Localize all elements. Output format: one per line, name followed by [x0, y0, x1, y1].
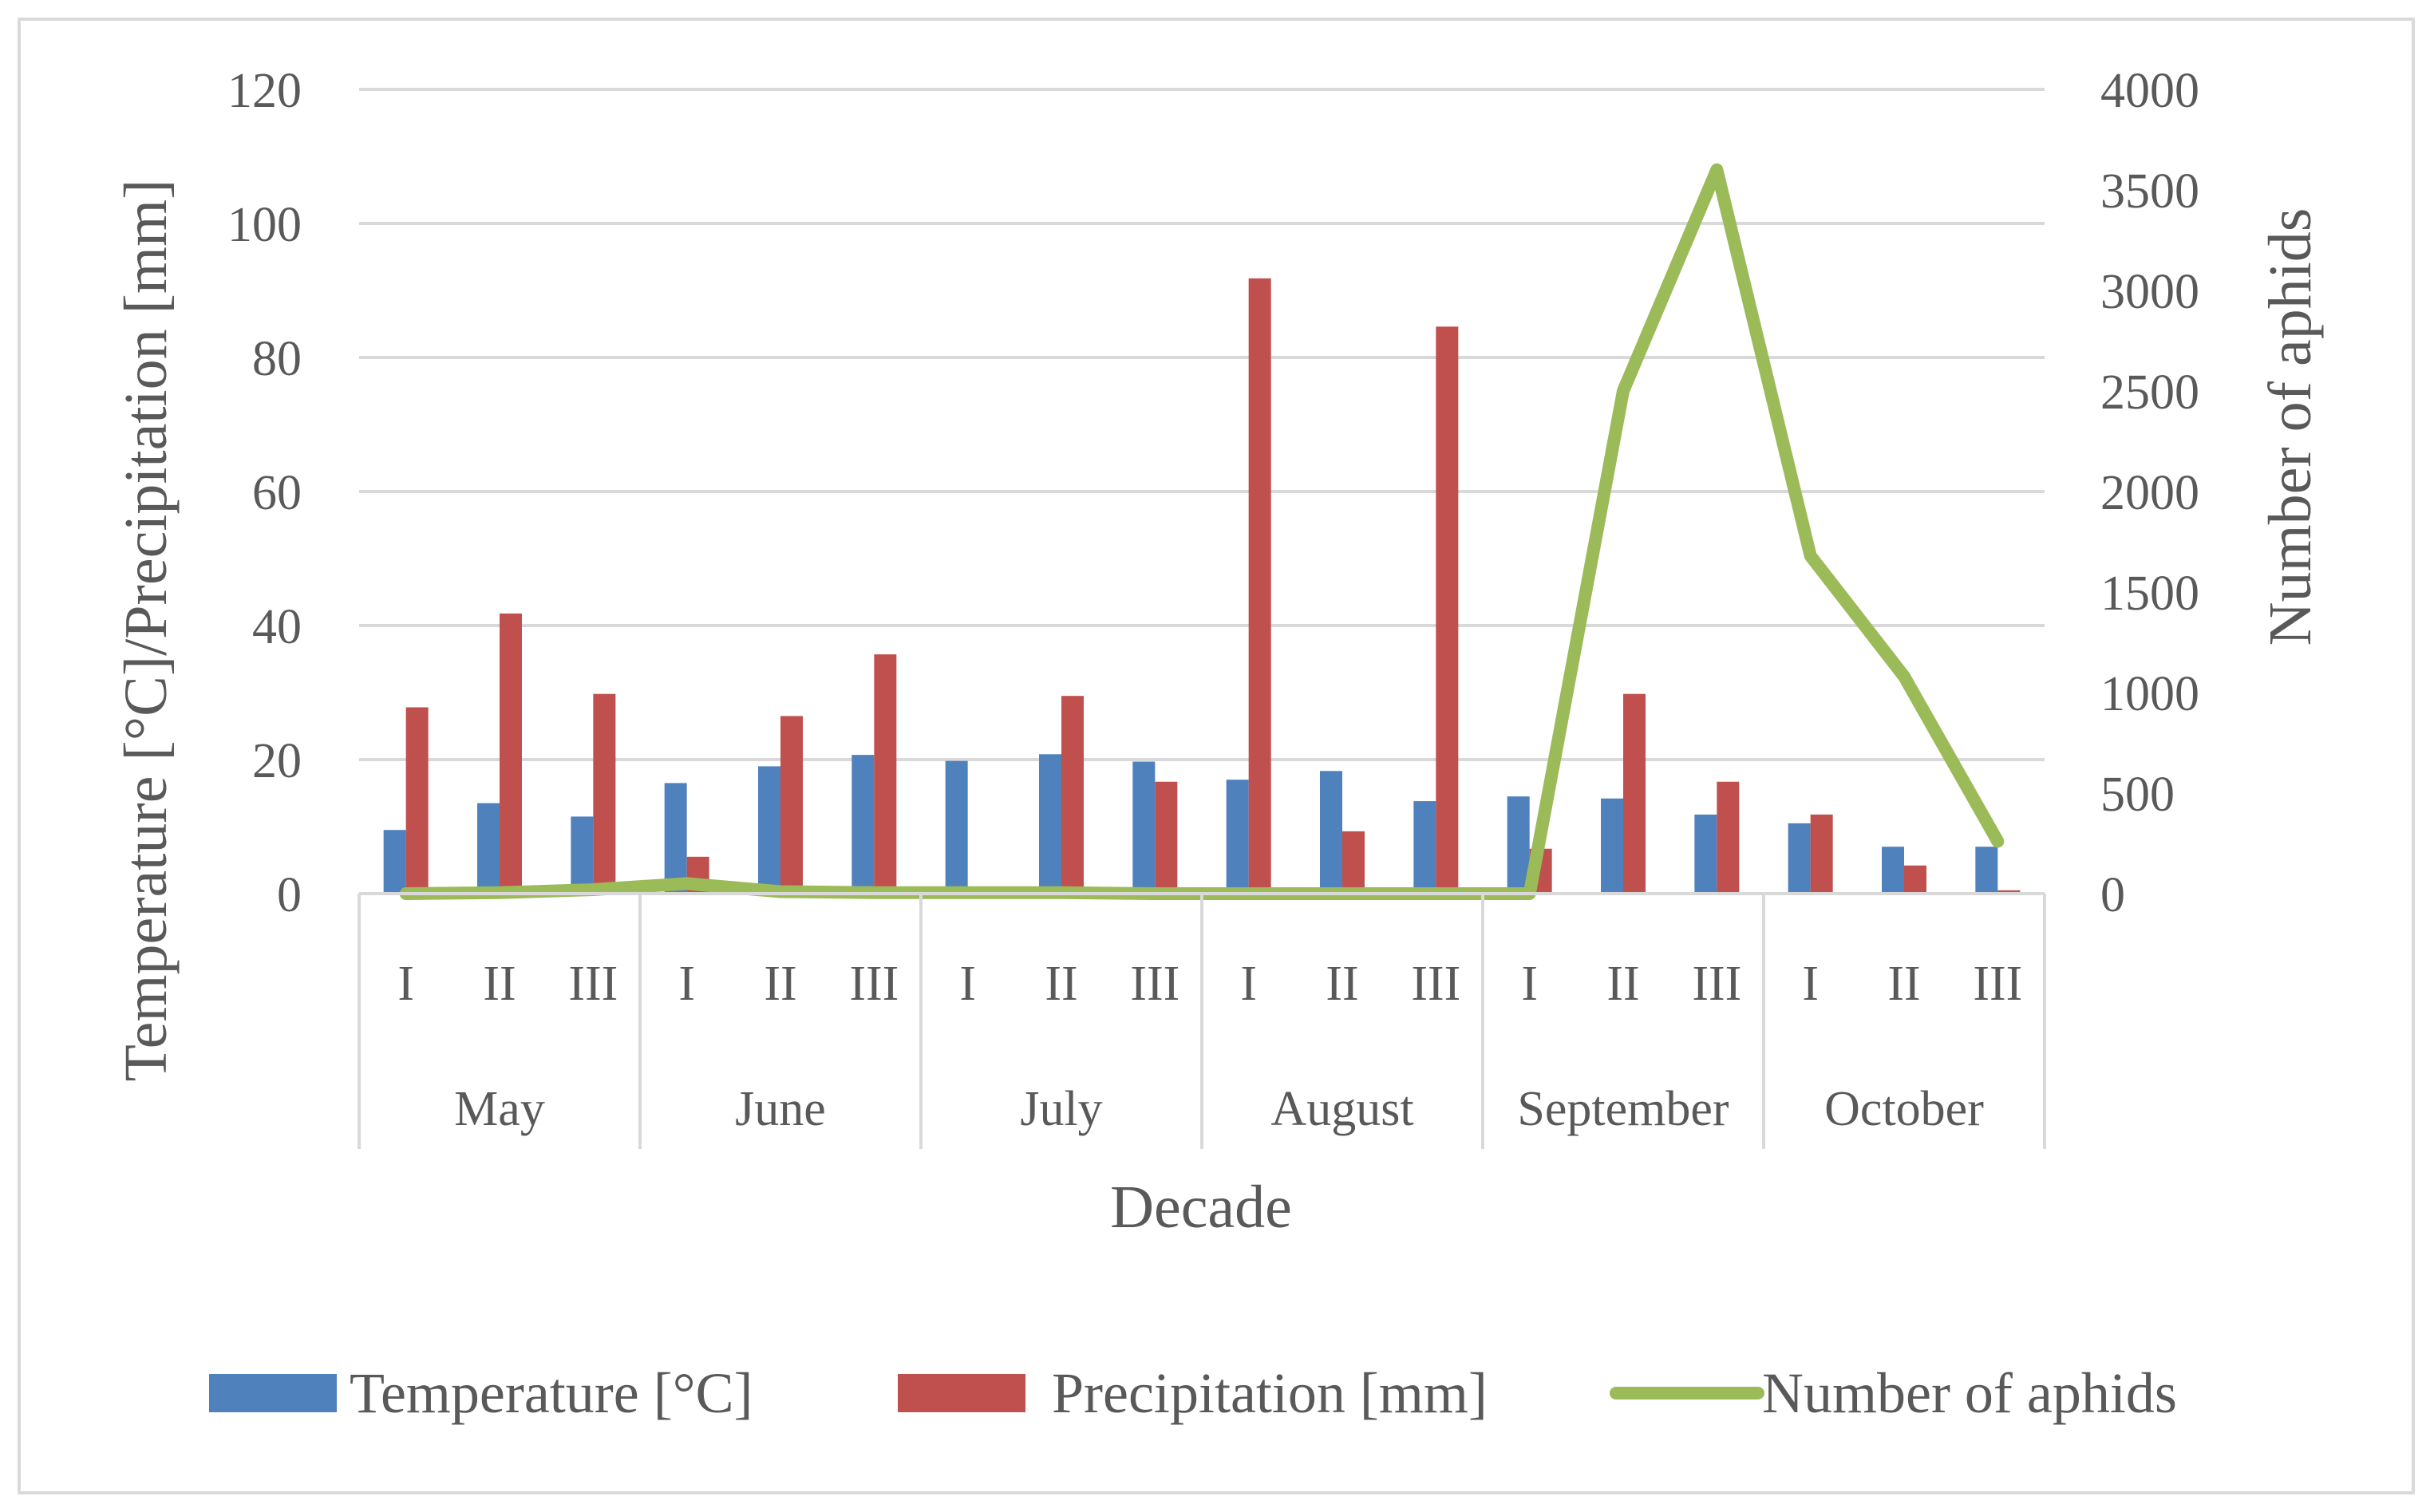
x-group-label: September	[1517, 1082, 1729, 1136]
legend-label: Number of aphids	[1762, 1361, 2177, 1425]
bar-precipitation	[1810, 814, 1833, 894]
bars-layer	[383, 278, 2021, 894]
x-tick-label: III	[1130, 957, 1179, 1011]
bar-temperature	[477, 803, 500, 894]
bar-temperature	[1320, 771, 1342, 894]
bar-temperature	[758, 766, 780, 894]
legend-swatch	[209, 1374, 337, 1412]
x-tick-label: I	[1521, 957, 1538, 1011]
y-tick-label: 0	[277, 868, 302, 922]
bar-temperature	[1975, 847, 1998, 894]
bar-precipitation	[1904, 865, 1926, 894]
bar-temperature	[1882, 847, 1904, 894]
x-group-label: August	[1270, 1082, 1413, 1136]
bar-precipitation	[1623, 693, 1646, 894]
x-group-label: October	[1824, 1082, 1984, 1136]
x-tick-label: II	[1326, 957, 1358, 1011]
y-tick-label: 60	[252, 466, 302, 520]
bar-precipitation	[1436, 326, 1459, 894]
legend: Temperature [°C] Precipitation [mm] Number…	[209, 1361, 2177, 1425]
x-tick-label: I	[1802, 957, 1819, 1011]
y-tick-label: 80	[252, 332, 302, 386]
y2-axis-title: Number of aphids	[2257, 208, 2324, 646]
bar-temperature	[664, 783, 687, 894]
line-aphids	[399, 163, 2005, 900]
bar-temperature	[1601, 798, 1623, 894]
y-axis-title: Temperature [°C]/Precipitation [mm]	[113, 180, 180, 1082]
bar-temperature	[1132, 761, 1156, 894]
x-group-label: June	[735, 1082, 826, 1136]
bar-precipitation	[1997, 890, 2021, 894]
x-tick-label: II	[1887, 957, 1920, 1011]
y-tick-label: 40	[252, 600, 302, 654]
x-tick-label: I	[678, 957, 695, 1011]
bar-precipitation	[405, 707, 429, 894]
bar-precipitation	[1717, 781, 1740, 894]
y2-tick-label: 500	[2100, 768, 2175, 822]
x-tick-label: III	[1973, 957, 2022, 1011]
x-tick-label: II	[1606, 957, 1639, 1011]
x-tick-label: I	[1240, 957, 1257, 1011]
bar-temperature	[383, 830, 406, 894]
y2-tick-label: 3500	[2100, 164, 2199, 219]
bar-precipitation	[1342, 831, 1365, 894]
bar-temperature	[1226, 780, 1249, 894]
bar-temperature	[1694, 814, 1717, 894]
x-tick-label: II	[483, 957, 516, 1011]
x-group-label: July	[1020, 1082, 1102, 1136]
legend-label: Temperature [°C]	[350, 1361, 753, 1425]
bar-precipitation	[874, 654, 897, 894]
y-tick-label: 120	[227, 64, 302, 118]
x-tick-label: II	[1045, 957, 1077, 1011]
bar-temperature	[945, 760, 968, 894]
y2-tick-label: 2500	[2100, 365, 2199, 420]
bar-precipitation	[1248, 278, 1271, 894]
y2-tick-label: 0	[2100, 868, 2125, 922]
y2-tick-label: 1500	[2100, 567, 2199, 621]
x-tick-label: I	[397, 957, 414, 1011]
x-tick-label: II	[764, 957, 796, 1011]
y2-tick-label: 1000	[2100, 667, 2199, 721]
bar-temperature	[1413, 801, 1436, 894]
axes-layer: 0 20 40 60 80 100 120 0 500 1000 1500 2000 2500 3000 3…	[227, 64, 2199, 1149]
bar-temperature	[1507, 796, 1530, 894]
x-tick-label: I	[959, 957, 976, 1011]
x-tick-label: III	[1692, 957, 1741, 1011]
y2-tick-label: 2000	[2100, 466, 2199, 520]
bar-precipitation	[1061, 696, 1084, 894]
bar-temperature	[852, 755, 875, 894]
x-group-label: May	[454, 1082, 545, 1136]
bar-temperature	[1039, 754, 1061, 894]
y-tick-label: 100	[227, 198, 302, 252]
x-tick-label: III	[849, 957, 899, 1011]
bar-precipitation	[1155, 781, 1178, 894]
bar-precipitation	[500, 613, 522, 894]
gridlines	[359, 88, 2045, 761]
y2-tick-label: 4000	[2100, 64, 2199, 118]
y2-tick-label: 3000	[2100, 265, 2199, 319]
x-axis-title: Decade	[1110, 1174, 1292, 1241]
legend-swatch	[898, 1374, 1025, 1412]
legend-label: Precipitation [mm]	[1052, 1361, 1488, 1425]
y-tick-label: 20	[252, 734, 302, 788]
x-tick-label: III	[1411, 957, 1460, 1011]
bar-precipitation	[780, 716, 803, 894]
line-layer	[399, 163, 2005, 900]
bar-temperature	[1788, 823, 1811, 894]
bar-precipitation	[593, 693, 616, 894]
bar-temperature	[571, 816, 594, 894]
x-tick-label: III	[568, 957, 618, 1011]
